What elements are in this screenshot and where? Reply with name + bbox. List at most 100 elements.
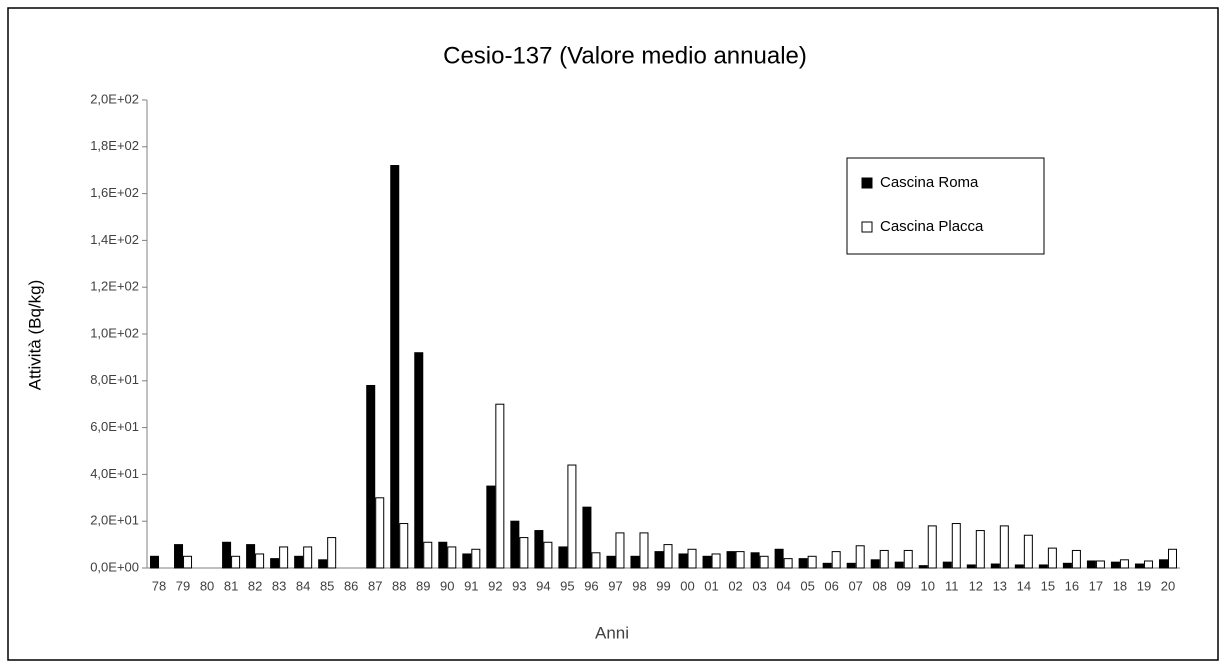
bar: [279, 546, 289, 569]
y-tick-label: 0,0E+00: [90, 559, 139, 574]
bar: [1143, 560, 1153, 569]
x-tick-label: 92: [488, 578, 502, 593]
bar: [999, 525, 1009, 569]
bar: [246, 544, 256, 569]
y-tick-label: 8,0E+01: [90, 372, 139, 387]
bar: [855, 545, 865, 569]
x-tick-label: 03: [752, 578, 766, 593]
x-tick-label: 13: [993, 578, 1007, 593]
bar: [894, 561, 904, 569]
chart-border: [7, 7, 1219, 661]
x-tick-label: 08: [872, 578, 886, 593]
bar: [174, 544, 184, 569]
x-tick-label: 96: [584, 578, 598, 593]
legend-label: Cascina Placca: [880, 218, 984, 235]
bar: [687, 548, 697, 569]
x-tick-label: 88: [392, 578, 406, 593]
bar: [822, 562, 832, 569]
bar: [831, 551, 841, 569]
bar: [222, 541, 232, 569]
bar: [1014, 564, 1024, 569]
bar: [798, 558, 808, 569]
x-tick-label: 12: [969, 578, 983, 593]
bar: [990, 563, 1000, 569]
bar: [471, 548, 481, 569]
bar: [423, 541, 433, 569]
bar: [519, 537, 529, 569]
bar: [606, 555, 616, 569]
bar: [462, 553, 472, 569]
y-tick-label: 1,4E+02: [90, 232, 139, 247]
bar: [678, 553, 688, 569]
bar: [447, 546, 457, 569]
bar: [1086, 560, 1096, 569]
bar: [927, 525, 937, 569]
bar: [543, 541, 553, 569]
x-tick-label: 83: [272, 578, 286, 593]
x-tick-label: 14: [1017, 578, 1031, 593]
bar: [750, 552, 760, 569]
bar: [1158, 559, 1168, 569]
x-tick-label: 98: [632, 578, 646, 593]
y-tick-label: 4,0E+01: [90, 466, 139, 481]
bar: [582, 506, 592, 569]
x-tick-label: 93: [512, 578, 526, 593]
bar: [303, 546, 313, 569]
legend-box: [846, 157, 1045, 255]
bar: [774, 548, 784, 569]
chart-title: Cesio-137 (Valore medio annuale): [443, 42, 807, 69]
bar: [1038, 564, 1048, 569]
x-tick-label: 87: [368, 578, 382, 593]
bar: [486, 485, 496, 569]
bar: [663, 544, 673, 569]
x-tick-label: 89: [416, 578, 430, 593]
x-tick-label: 95: [560, 578, 574, 593]
y-tick-label: 2,0E+01: [90, 513, 139, 528]
bar: [366, 384, 376, 569]
bar: [903, 549, 913, 569]
bar: [1134, 563, 1144, 569]
x-axis-label: Anni: [595, 623, 629, 642]
x-tick-label: 10: [921, 578, 935, 593]
x-tick-label: 16: [1065, 578, 1079, 593]
x-tick-label: 00: [680, 578, 694, 593]
y-tick-label: 1,6E+02: [90, 185, 139, 200]
x-tick-label: 94: [536, 578, 550, 593]
bar: [1095, 560, 1105, 569]
bar: [702, 555, 712, 569]
bar: [510, 520, 520, 569]
x-tick-label: 11: [945, 578, 959, 593]
bar: [726, 551, 736, 569]
bar: [1071, 549, 1081, 569]
y-tick-label: 1,2E+02: [90, 279, 139, 294]
bar: [918, 565, 928, 569]
bar: [150, 555, 160, 569]
bar: [231, 555, 241, 569]
y-tick-label: 1,8E+02: [90, 138, 139, 153]
x-tick-label: 85: [320, 578, 334, 593]
legend-label: Cascina Roma: [880, 174, 979, 191]
bar: [615, 532, 625, 569]
bar: [783, 558, 793, 569]
bar: [390, 165, 400, 569]
bar: [294, 555, 304, 569]
bar: [1047, 547, 1057, 569]
x-tick-label: 81: [224, 578, 238, 593]
x-tick-label: 04: [776, 578, 790, 593]
bar: [639, 532, 649, 569]
y-tick-label: 1,0E+02: [90, 325, 139, 340]
legend-swatch: [861, 221, 873, 233]
bar: [495, 403, 505, 569]
x-tick-label: 97: [608, 578, 622, 593]
bar: [942, 561, 952, 569]
bar: [630, 555, 640, 569]
x-tick-label: 19: [1137, 578, 1151, 593]
bar: [711, 553, 721, 569]
x-tick-label: 99: [656, 578, 670, 593]
bar: [183, 555, 193, 569]
x-tick-label: 05: [800, 578, 814, 593]
x-tick-label: 20: [1161, 578, 1175, 593]
bar: [654, 551, 664, 569]
bar: [399, 523, 409, 569]
